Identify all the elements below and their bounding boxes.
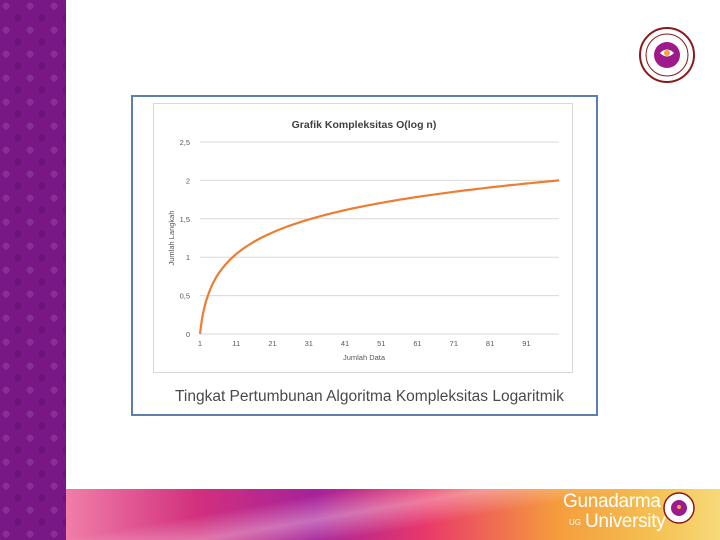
y-tick-label: 2	[186, 176, 190, 185]
brand-university: University	[585, 511, 666, 532]
x-tick-label: 51	[377, 339, 385, 348]
x-tick-label: 21	[268, 339, 276, 348]
x-tick-label: 61	[413, 339, 421, 348]
x-tick-label: 81	[486, 339, 494, 348]
university-seal-icon	[639, 27, 695, 83]
x-tick-label: 11	[232, 339, 240, 348]
x-axis-label: Jumlah Data	[343, 353, 386, 362]
y-axis-label: Jumlah Langkah	[167, 210, 176, 265]
y-tick-label: 0	[186, 330, 190, 339]
series-line	[198, 179, 560, 335]
footer-swirl	[66, 489, 720, 540]
y-tick-label: 1	[186, 253, 190, 262]
y-tick-label: 0,5	[180, 292, 190, 301]
figure-caption: Tingkat Pertumbunan Algoritma Kompleksit…	[175, 388, 564, 405]
log-complexity-chart: Grafik Kompleksitas O(log n) 0 0,5 1 1,5 2 2,5…	[167, 119, 560, 362]
x-tick-label: 41	[341, 339, 349, 348]
x-tick-label: 71	[450, 339, 458, 348]
sidebar-pattern	[0, 0, 66, 540]
x-tick-label: 91	[522, 339, 530, 348]
brand-mark: UG	[569, 518, 581, 527]
x-tick-label: 1	[198, 339, 202, 348]
footer-seal-icon	[663, 492, 695, 524]
x-tick-label: 31	[305, 339, 313, 348]
brand-name: Gunadarma	[563, 491, 661, 512]
y-tick-label: 2,5	[180, 138, 190, 147]
chart-title: Grafik Kompleksitas O(log n)	[292, 119, 437, 131]
y-tick-label: 1,5	[180, 215, 190, 224]
footer-banner	[66, 489, 720, 540]
chart-area: Grafik Kompleksitas O(log n) 0 0,5 1 1,5 2 2,5…	[153, 103, 573, 373]
